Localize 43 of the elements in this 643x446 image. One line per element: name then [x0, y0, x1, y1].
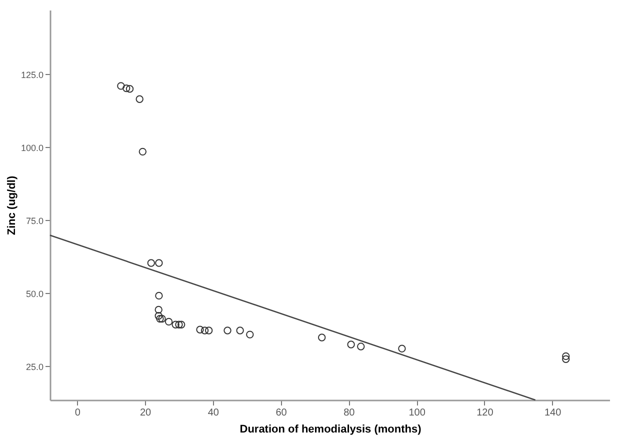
point [236, 326, 244, 334]
point [204, 326, 213, 334]
x-tick-label: 140 [544, 408, 562, 418]
point [164, 318, 173, 326]
point [122, 84, 130, 92]
x-tick-label: 100 [408, 408, 426, 418]
point [155, 292, 163, 300]
point [562, 355, 570, 363]
y-tick-label: 100.0 [20, 142, 44, 153]
point [347, 340, 355, 348]
point [147, 259, 155, 267]
point [136, 95, 144, 103]
x-axis-title: Duration of hemodialysis (months) [240, 424, 422, 436]
point [318, 334, 326, 342]
point [126, 85, 134, 93]
x-tick-label: 120 [476, 408, 494, 418]
point [155, 259, 163, 267]
x-tick-label: 60 [276, 408, 288, 418]
y-tick-label: 75.0 [26, 216, 44, 226]
x-tick-label: 0 [74, 408, 81, 418]
point [177, 320, 186, 328]
x-tick-label: 20 [140, 408, 152, 418]
point [138, 148, 147, 156]
point [246, 330, 254, 338]
point [158, 314, 166, 323]
point [357, 342, 365, 350]
y-tick-label: 125.0 [20, 70, 44, 80]
point [224, 326, 232, 334]
point [196, 326, 204, 334]
point [156, 314, 164, 323]
y-axis-title: Zinc (ug/dl) [6, 176, 18, 236]
point [200, 326, 209, 334]
point [154, 312, 162, 320]
point [398, 344, 406, 352]
point [172, 320, 180, 328]
point [562, 352, 570, 360]
point [154, 306, 162, 314]
point [117, 82, 125, 90]
x-tick-label: 40 [208, 408, 220, 418]
point [175, 320, 183, 328]
y-tick-label: 25.0 [26, 362, 44, 372]
x-tick-label: 80 [344, 408, 356, 418]
y-tick-label: 50.0 [26, 288, 44, 299]
